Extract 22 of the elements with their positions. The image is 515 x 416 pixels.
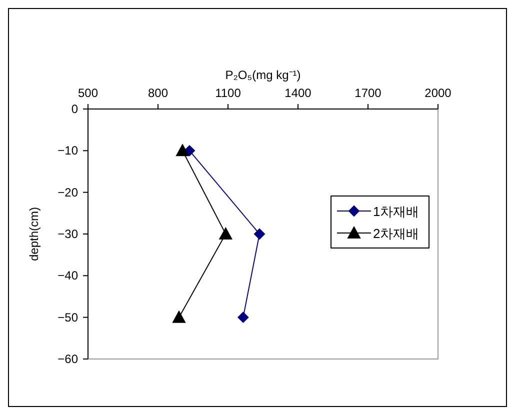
y-tick-label: −50 [58,310,78,324]
y-axis-title: depth(cm) [27,206,41,262]
point [238,312,249,323]
x-tick-label: 1700 [354,86,382,100]
x-tick-label: 800 [148,86,168,100]
x-tick-label: 2000 [424,86,452,100]
x-tick-label: 500 [78,86,98,100]
legend-label: 2차재배 [373,226,420,241]
y-tick-label: −60 [58,352,78,366]
legend-label: 1차재배 [373,204,420,219]
y-tick-label: −20 [58,185,78,200]
x-tick-label: 1400 [284,86,312,100]
point [254,228,265,240]
y-tick-label: −10 [58,144,78,158]
point [176,144,189,156]
point [219,228,232,240]
x-tick-label: 1100 [215,86,242,100]
y-tick-label: −40 [58,268,78,283]
y-tick-label: 0 [71,102,78,116]
x-axis-title: P₂O₅(mg kg⁻¹) [225,68,301,82]
y-tick-label: −30 [58,227,78,241]
point [172,310,186,323]
